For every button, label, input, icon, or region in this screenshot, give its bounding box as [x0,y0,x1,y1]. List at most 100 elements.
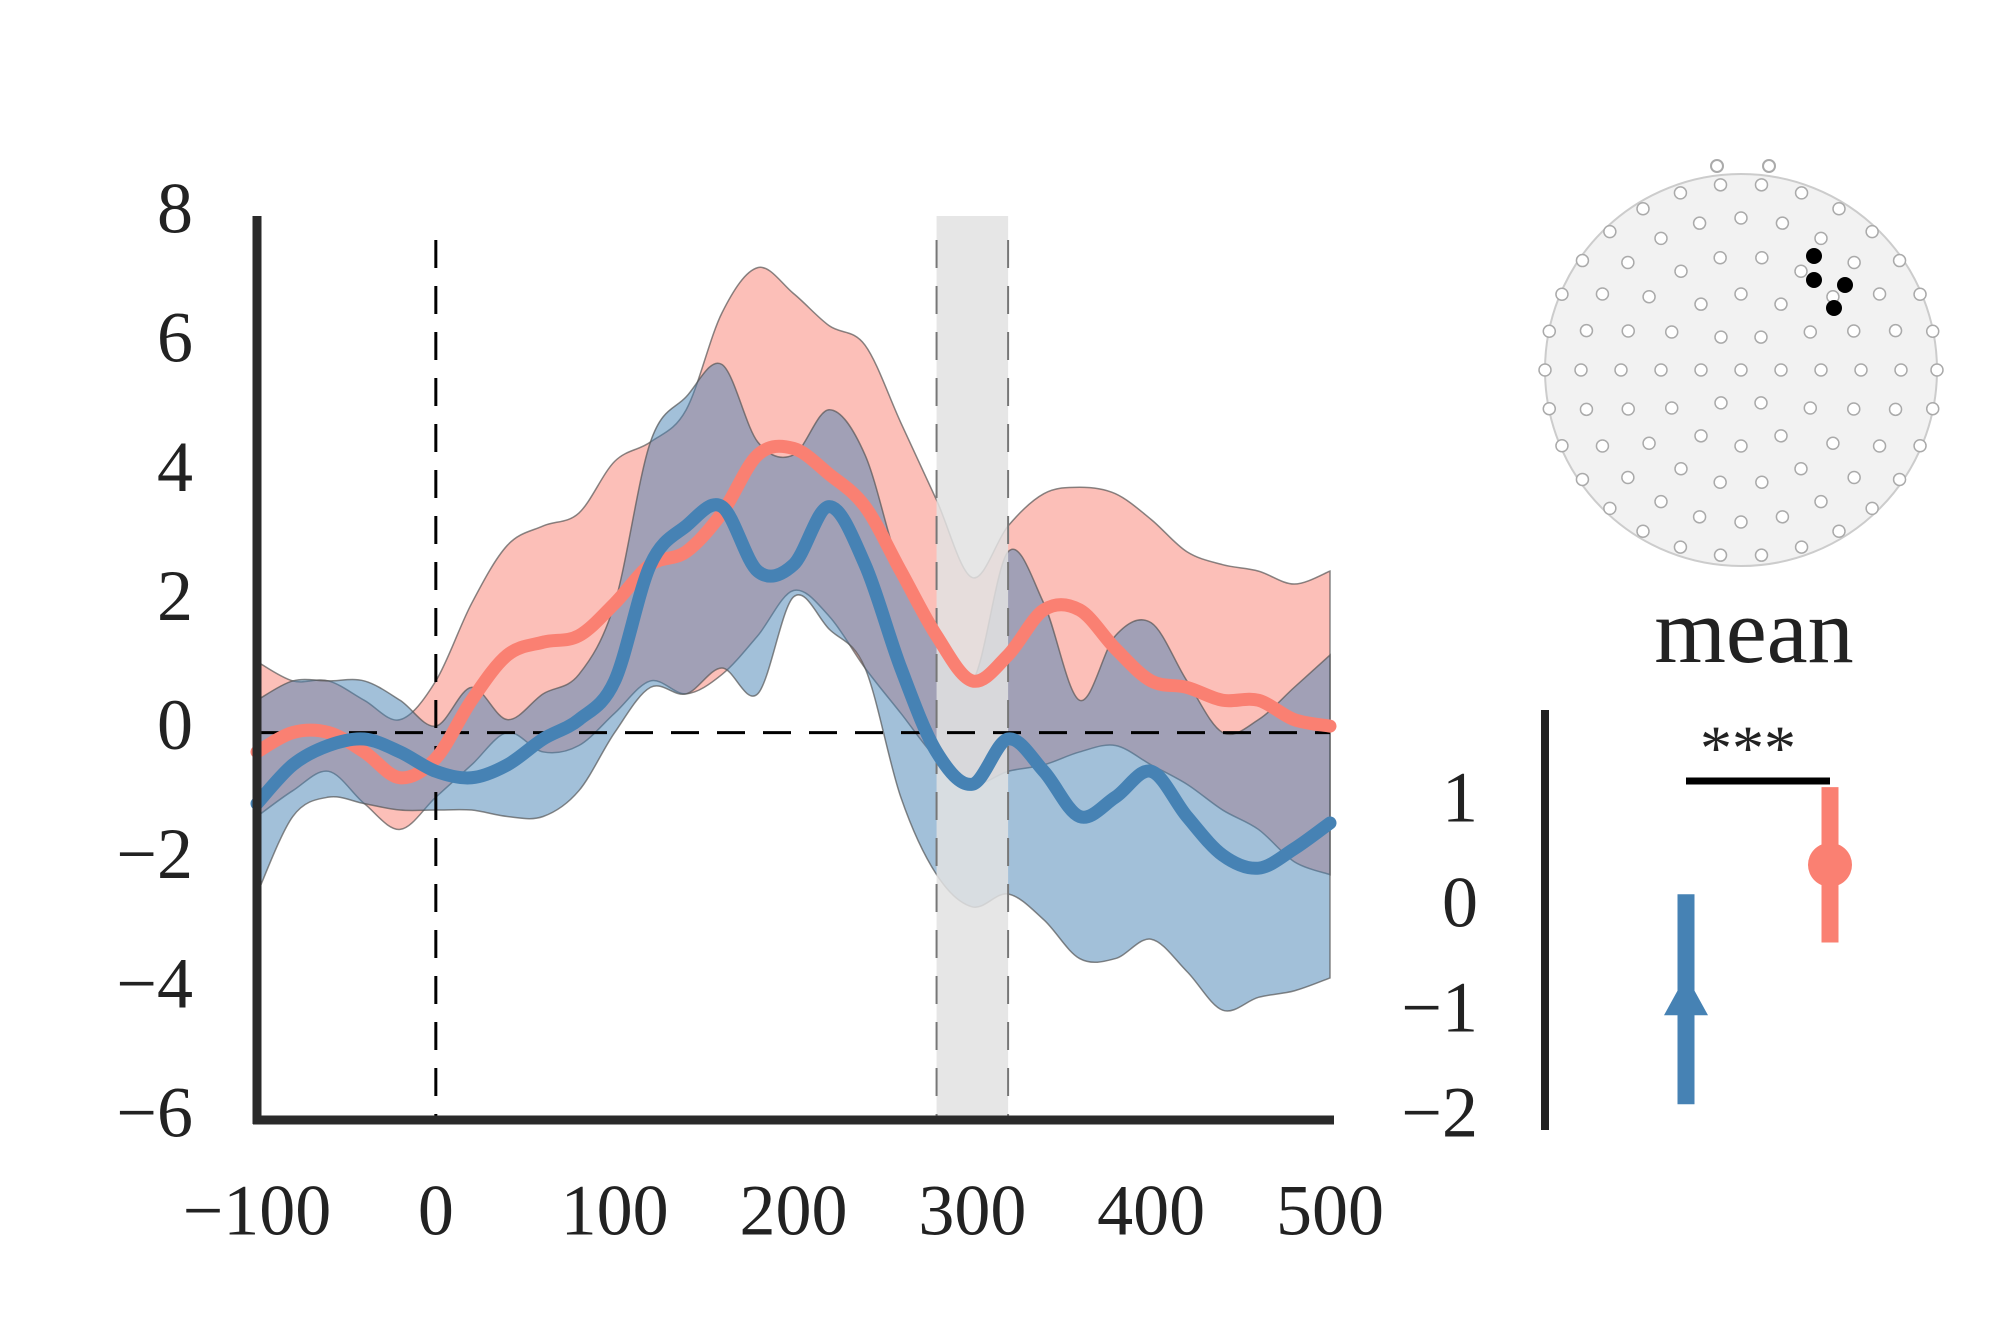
electrode [1734,363,1748,377]
significance: *** [1700,713,1796,784]
electrode [1754,178,1769,192]
electrode [1762,159,1776,173]
y-tick-label: 2 [157,556,193,636]
electrode [1774,363,1788,377]
head-topography [1538,159,1944,567]
electrode [1888,323,1903,338]
x-tick-label: −100 [183,1171,332,1251]
electrode [1579,402,1594,417]
electrode [1872,287,1887,301]
electrode [1538,363,1552,377]
electrode [1579,323,1594,338]
electrode [1621,255,1635,270]
electrode [1713,548,1728,562]
y-tick-label: −2 [1401,1073,1478,1153]
electrode [1847,324,1861,338]
electrode [1847,255,1861,270]
electrode [1826,436,1840,451]
electrode [1713,475,1727,490]
electrode [1664,325,1679,339]
electrode [1621,402,1635,416]
electrode [1694,363,1708,377]
electrode [1794,264,1808,279]
electrode [1710,159,1724,173]
electrode [1621,470,1635,485]
electrode [1814,231,1828,246]
electrode [1734,211,1748,225]
electrode [1888,402,1903,417]
electrode [1847,402,1861,416]
electrode [1714,396,1728,410]
electrode [1814,494,1828,509]
x-tick-label: 300 [918,1171,1026,1251]
electrode [1892,253,1907,268]
electrode [1814,363,1828,377]
y-tick-label: 0 [1442,863,1478,943]
electrode [1555,438,1569,453]
electrode [1692,510,1707,524]
selected-electrode [1826,300,1842,316]
electrode [1913,438,1927,453]
point [1664,975,1708,1016]
electrode [1794,186,1809,200]
x-tick-label: 0 [418,1171,454,1251]
mean-line [250,439,1337,785]
electrode [1775,216,1790,230]
electrode [1664,401,1679,415]
electrode [1794,461,1808,476]
y-tick-label: −1 [1401,968,1478,1048]
electrode [1674,461,1688,476]
electrode [1673,540,1688,554]
electrode [1694,429,1708,443]
electrode [1595,287,1610,301]
electrode [1754,330,1768,344]
y-tick-label: −2 [116,814,193,894]
x-tick-label: 200 [740,1171,848,1251]
x-tick-label: 100 [561,1171,669,1251]
electrode [1713,250,1727,265]
point [1808,842,1852,887]
electrode [1642,289,1656,304]
electrode [1803,401,1818,415]
electrode [1832,524,1846,539]
electrode [1803,325,1818,339]
electrode [1734,287,1748,301]
electrode [1636,201,1650,216]
electrode [1734,439,1748,453]
electrode [1865,224,1879,239]
y-tick-label: −4 [116,943,193,1023]
x-tick-label: 400 [1097,1171,1205,1251]
electrode [1555,287,1569,302]
electrode [1603,501,1617,516]
electrode [1595,439,1610,453]
electrode [1674,264,1688,279]
electrode [1636,524,1650,539]
electrode [1894,363,1908,377]
mean-line [250,498,1337,875]
y-tick-label: 0 [157,685,193,765]
panel-title: mean [1654,580,1853,682]
electrode [1542,324,1557,339]
electrode [1794,540,1809,554]
electrode [1673,186,1688,200]
electrode [1832,201,1846,216]
electrode [1754,396,1768,410]
selected-electrode [1806,272,1822,288]
electrode [1642,436,1656,451]
electrode [1847,470,1861,485]
electrode [1734,515,1748,529]
x-tick-label: 500 [1276,1171,1384,1251]
electrode [1774,429,1788,443]
electrode [1621,324,1635,338]
electrode [1854,363,1868,377]
electrode [1755,250,1769,265]
electrode [1614,363,1628,377]
electrode [1713,178,1728,192]
electrode [1775,510,1790,524]
electrode [1654,231,1668,246]
selected-electrode [1837,277,1853,293]
y-tick-label: −6 [116,1073,193,1153]
electrode [1575,472,1590,487]
confidence-band [256,362,1331,1012]
